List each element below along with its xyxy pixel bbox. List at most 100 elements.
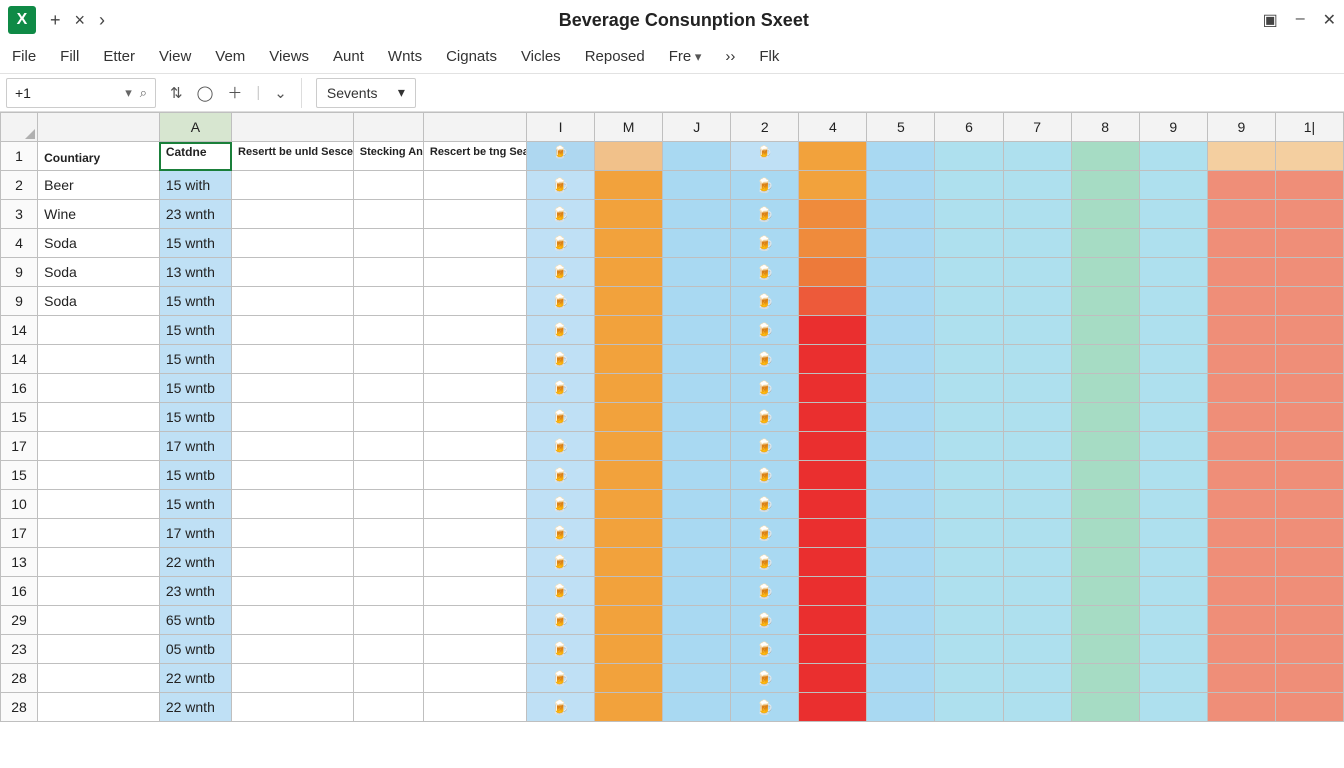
sort-icon[interactable]: ⇅ bbox=[170, 84, 183, 102]
cell[interactable] bbox=[799, 490, 867, 519]
cell[interactable] bbox=[423, 200, 526, 229]
cell[interactable] bbox=[423, 577, 526, 606]
cell[interactable] bbox=[1071, 519, 1139, 548]
cell[interactable]: 🍺 bbox=[527, 229, 595, 258]
cell[interactable]: 🍺 bbox=[527, 461, 595, 490]
row-header[interactable]: 3 bbox=[1, 200, 38, 229]
cell[interactable] bbox=[1275, 229, 1343, 258]
cell[interactable] bbox=[1003, 606, 1071, 635]
cell[interactable] bbox=[867, 664, 935, 693]
cell[interactable] bbox=[1207, 461, 1275, 490]
cell[interactable] bbox=[1139, 635, 1207, 664]
cell[interactable]: 🍺 bbox=[527, 490, 595, 519]
cell[interactable]: 🍺 bbox=[527, 664, 595, 693]
cell[interactable] bbox=[595, 171, 663, 200]
cell[interactable] bbox=[423, 345, 526, 374]
cell[interactable] bbox=[232, 171, 354, 200]
row-header[interactable]: 28 bbox=[1, 693, 38, 722]
cell[interactable] bbox=[1139, 142, 1207, 171]
cell[interactable] bbox=[1003, 229, 1071, 258]
cell[interactable] bbox=[935, 548, 1003, 577]
cell[interactable] bbox=[595, 345, 663, 374]
cell[interactable] bbox=[353, 403, 423, 432]
row-header[interactable]: 14 bbox=[1, 316, 38, 345]
cell[interactable]: 🍺 bbox=[731, 635, 799, 664]
shape-icon[interactable]: ◯ bbox=[197, 84, 214, 102]
cell[interactable] bbox=[867, 316, 935, 345]
cell[interactable] bbox=[353, 374, 423, 403]
cell[interactable]: 15 wnth bbox=[159, 287, 231, 316]
cell[interactable] bbox=[1275, 577, 1343, 606]
cell[interactable] bbox=[1207, 403, 1275, 432]
cell[interactable] bbox=[232, 606, 354, 635]
menu-aunt[interactable]: Aunt bbox=[333, 48, 364, 65]
cell[interactable] bbox=[663, 345, 731, 374]
cell[interactable] bbox=[935, 432, 1003, 461]
cell[interactable]: Wine bbox=[38, 200, 160, 229]
cell[interactable] bbox=[1275, 635, 1343, 664]
col-header[interactable]: 7 bbox=[1003, 113, 1071, 142]
cell[interactable] bbox=[423, 548, 526, 577]
cell[interactable]: 05 wntb bbox=[159, 635, 231, 664]
cell[interactable] bbox=[423, 606, 526, 635]
cell[interactable] bbox=[1275, 287, 1343, 316]
cell[interactable] bbox=[1071, 403, 1139, 432]
cell[interactable]: Resertt be unld Sescect To Clines bbox=[232, 142, 354, 171]
cell[interactable] bbox=[1139, 403, 1207, 432]
cell[interactable] bbox=[1275, 548, 1343, 577]
cell[interactable]: 🍺 bbox=[731, 287, 799, 316]
cell[interactable] bbox=[1139, 519, 1207, 548]
cell[interactable] bbox=[1071, 548, 1139, 577]
col-header[interactable] bbox=[232, 113, 354, 142]
app-badge[interactable]: X bbox=[8, 6, 36, 34]
menu-cignats[interactable]: Cignats bbox=[446, 48, 497, 65]
cell[interactable] bbox=[935, 374, 1003, 403]
cell[interactable] bbox=[353, 171, 423, 200]
cell[interactable] bbox=[353, 519, 423, 548]
cell[interactable] bbox=[1207, 606, 1275, 635]
cell[interactable] bbox=[423, 693, 526, 722]
cell[interactable] bbox=[38, 606, 160, 635]
col-header[interactable]: 8 bbox=[1071, 113, 1139, 142]
cell[interactable] bbox=[1003, 142, 1071, 171]
cell[interactable] bbox=[867, 200, 935, 229]
cell[interactable]: 🍺 bbox=[731, 316, 799, 345]
cell[interactable] bbox=[1003, 316, 1071, 345]
cell[interactable] bbox=[595, 693, 663, 722]
cell[interactable]: 22 wnth bbox=[159, 548, 231, 577]
cell[interactable] bbox=[1139, 258, 1207, 287]
cell[interactable]: 🍺 bbox=[527, 171, 595, 200]
cell[interactable] bbox=[595, 548, 663, 577]
row-header[interactable]: 9 bbox=[1, 287, 38, 316]
cell[interactable] bbox=[1139, 693, 1207, 722]
cell[interactable] bbox=[353, 548, 423, 577]
name-box-dropdown-icon[interactable]: ▾ bbox=[125, 85, 132, 101]
cell[interactable] bbox=[423, 287, 526, 316]
cell[interactable] bbox=[423, 664, 526, 693]
cell[interactable] bbox=[935, 229, 1003, 258]
cell[interactable] bbox=[38, 490, 160, 519]
menu-fill[interactable]: Fill bbox=[60, 48, 79, 65]
cell[interactable] bbox=[799, 345, 867, 374]
col-header[interactable]: 9 bbox=[1207, 113, 1275, 142]
cell[interactable] bbox=[232, 548, 354, 577]
cell[interactable] bbox=[38, 519, 160, 548]
row-header[interactable]: 28 bbox=[1, 664, 38, 693]
cell[interactable] bbox=[423, 258, 526, 287]
cell[interactable] bbox=[1003, 258, 1071, 287]
cell[interactable] bbox=[799, 577, 867, 606]
cell[interactable] bbox=[595, 258, 663, 287]
font-dropdown[interactable]: Sevents ▾ bbox=[316, 78, 416, 108]
col-header[interactable]: M bbox=[595, 113, 663, 142]
cell[interactable] bbox=[1139, 490, 1207, 519]
cell[interactable] bbox=[232, 432, 354, 461]
cell[interactable] bbox=[1207, 693, 1275, 722]
cell[interactable] bbox=[1071, 287, 1139, 316]
cell[interactable] bbox=[1071, 490, 1139, 519]
cell[interactable] bbox=[1139, 461, 1207, 490]
cell[interactable] bbox=[353, 345, 423, 374]
cell[interactable] bbox=[799, 403, 867, 432]
cell[interactable] bbox=[1207, 548, 1275, 577]
cell[interactable] bbox=[423, 171, 526, 200]
cell[interactable] bbox=[595, 461, 663, 490]
